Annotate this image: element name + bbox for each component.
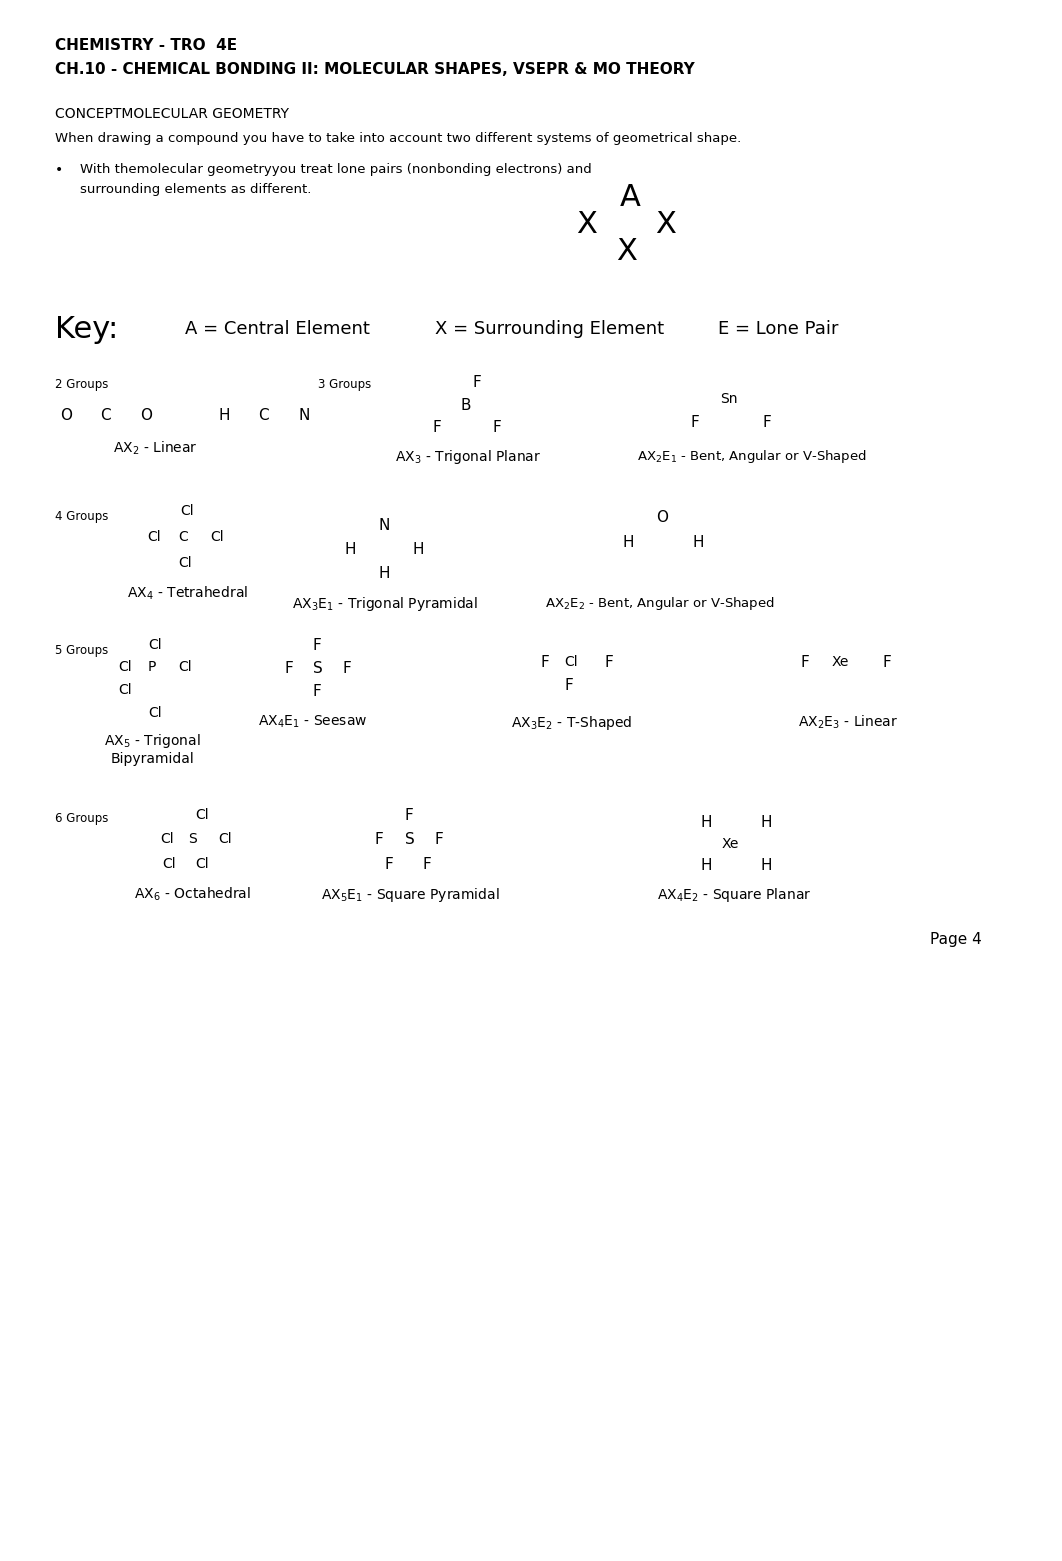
Text: C: C: [178, 531, 188, 543]
Text: 5 Groups: 5 Groups: [55, 645, 108, 657]
Text: F: F: [690, 415, 699, 429]
Text: H: H: [760, 815, 771, 830]
Text: H: H: [412, 542, 424, 557]
Text: F: F: [492, 420, 501, 436]
Text: F: F: [405, 809, 414, 823]
Text: H: H: [700, 815, 712, 830]
Text: F: F: [763, 415, 771, 429]
Text: F: F: [539, 656, 549, 670]
Text: AX$_2$ - Linear: AX$_2$ - Linear: [113, 440, 198, 457]
Text: Cl: Cl: [195, 809, 208, 823]
Text: H: H: [218, 407, 229, 423]
Text: Cl: Cl: [160, 832, 173, 846]
Text: S: S: [405, 832, 415, 848]
Text: Cl: Cl: [148, 638, 161, 652]
Text: 4 Groups: 4 Groups: [55, 510, 108, 523]
Text: H: H: [345, 542, 357, 557]
Text: AX$_2$E$_3$ - Linear: AX$_2$E$_3$ - Linear: [798, 713, 898, 732]
Text: AX$_6$ - Octahedral: AX$_6$ - Octahedral: [134, 887, 251, 904]
Text: Sn: Sn: [720, 392, 737, 406]
Text: Cl: Cl: [195, 857, 208, 871]
Text: A = Central Element: A = Central Element: [185, 320, 370, 339]
Text: X: X: [655, 211, 675, 239]
Text: Cl: Cl: [564, 656, 578, 670]
Text: X: X: [616, 237, 637, 265]
Text: Xe: Xe: [722, 837, 739, 851]
Text: S: S: [313, 660, 323, 676]
Text: AX$_2$E$_2$ - Bent, Angular or V-Shaped: AX$_2$E$_2$ - Bent, Angular or V-Shaped: [545, 595, 775, 612]
Text: AX$_3$E$_2$ - T-Shaped: AX$_3$E$_2$ - T-Shaped: [511, 713, 633, 732]
Text: •: •: [55, 162, 64, 176]
Text: F: F: [432, 420, 441, 436]
Text: P: P: [148, 660, 156, 674]
Text: N: N: [378, 518, 390, 532]
Text: A: A: [620, 183, 640, 212]
Text: F: F: [883, 656, 891, 670]
Text: H: H: [700, 859, 712, 873]
Text: Cl: Cl: [147, 531, 160, 543]
Text: Cl: Cl: [118, 660, 132, 674]
Text: H: H: [692, 535, 703, 549]
Text: AX$_4$E$_1$ - Seesaw: AX$_4$E$_1$ - Seesaw: [258, 713, 367, 731]
Text: F: F: [565, 677, 573, 693]
Text: X: X: [576, 211, 597, 239]
Text: F: F: [800, 656, 809, 670]
Text: Cl: Cl: [178, 660, 191, 674]
Text: CHEMISTRY - TRO  4E: CHEMISTRY - TRO 4E: [55, 37, 237, 53]
Text: E = Lone Pair: E = Lone Pair: [718, 320, 839, 339]
Text: O: O: [59, 407, 72, 423]
Text: 3 Groups: 3 Groups: [318, 378, 372, 390]
Text: CONCEPTMOLECULAR GEOMETRY: CONCEPTMOLECULAR GEOMETRY: [55, 108, 289, 122]
Text: Cl: Cl: [210, 531, 224, 543]
Text: AX$_4$ - Tetrahedral: AX$_4$ - Tetrahedral: [127, 585, 249, 603]
Text: F: F: [472, 375, 481, 390]
Text: AX$_5$E$_1$ - Square Pyramidal: AX$_5$E$_1$ - Square Pyramidal: [321, 887, 499, 904]
Text: With the​molecular geometry​you treat lone pairs (nonbonding electrons) and: With the​molecular geometry​you treat lo…: [80, 162, 592, 176]
Text: When drawing a compound you have to take into account two different systems of g: When drawing a compound you have to take…: [55, 133, 741, 145]
Text: H: H: [378, 567, 390, 581]
Text: Cl: Cl: [148, 706, 161, 720]
Text: AX$_3$E$_1$ - Trigonal Pyramidal: AX$_3$E$_1$ - Trigonal Pyramidal: [292, 595, 478, 613]
Text: F: F: [313, 684, 322, 699]
Text: Cl: Cl: [178, 556, 191, 570]
Text: F: F: [313, 638, 322, 652]
Text: Cl: Cl: [162, 857, 175, 871]
Text: 2 Groups: 2 Groups: [55, 378, 108, 390]
Text: F: F: [375, 832, 383, 848]
Text: F: F: [435, 832, 444, 848]
Text: C: C: [258, 407, 269, 423]
Text: Cl: Cl: [179, 504, 193, 518]
Text: Page 4: Page 4: [930, 932, 981, 948]
Text: O: O: [140, 407, 152, 423]
Text: H: H: [622, 535, 634, 549]
Text: B: B: [460, 398, 470, 414]
Text: surrounding elements as different.: surrounding elements as different.: [80, 183, 311, 197]
Text: C: C: [100, 407, 110, 423]
Text: F: F: [605, 656, 614, 670]
Text: S: S: [188, 832, 196, 846]
Text: O: O: [656, 510, 668, 524]
Text: F: F: [422, 857, 431, 873]
Text: AX$_5$ - Trigonal
Bipyramidal: AX$_5$ - Trigonal Bipyramidal: [104, 732, 201, 766]
Text: F: F: [342, 660, 350, 676]
Text: F: F: [285, 660, 294, 676]
Text: AX$_3$ - Trigonal Planar: AX$_3$ - Trigonal Planar: [395, 448, 542, 467]
Text: H: H: [760, 859, 771, 873]
Text: Xe: Xe: [832, 656, 850, 670]
Text: X = Surrounding Element: X = Surrounding Element: [435, 320, 664, 339]
Text: Key:: Key:: [55, 315, 118, 343]
Text: N: N: [298, 407, 309, 423]
Text: CH.10 - CHEMICAL BONDING II: MOLECULAR SHAPES, VSEPR & MO THEORY: CH.10 - CHEMICAL BONDING II: MOLECULAR S…: [55, 62, 695, 76]
Text: 6 Groups: 6 Groups: [55, 812, 108, 826]
Text: AX$_4$E$_2$ - Square Planar: AX$_4$E$_2$ - Square Planar: [656, 887, 811, 904]
Text: F: F: [386, 857, 394, 873]
Text: Cl: Cl: [218, 832, 232, 846]
Text: Cl: Cl: [118, 684, 132, 698]
Text: AX$_2$E$_1$ - Bent, Angular or V-Shaped: AX$_2$E$_1$ - Bent, Angular or V-Shaped: [637, 448, 867, 465]
